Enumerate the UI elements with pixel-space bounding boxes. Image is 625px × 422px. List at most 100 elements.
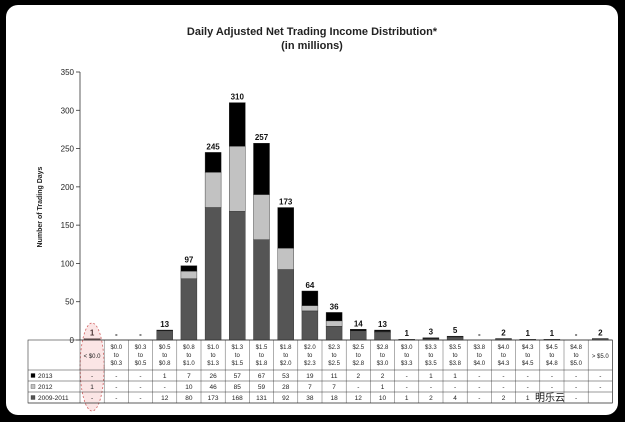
- table-cell: -: [115, 395, 117, 402]
- x-category-label: $1.5: [256, 345, 268, 351]
- y-axis-label: Number of Trading Days: [37, 166, 44, 247]
- table-cell: -: [91, 373, 93, 380]
- x-category-label: to: [380, 353, 386, 359]
- x-category-label: $3.5: [449, 345, 461, 351]
- bar-total-label: 5: [453, 326, 458, 335]
- table-cell: 1: [429, 373, 433, 380]
- bar-segment: [277, 207, 294, 249]
- x-category-label: to: [453, 353, 459, 359]
- y-tick-label: 250: [61, 145, 75, 154]
- chart-frame: Daily Adjusted Net Trading Income Distri…: [6, 5, 618, 415]
- bar-total-label: 36: [330, 302, 339, 311]
- bar-segment: [253, 194, 270, 240]
- table-cell: -: [599, 373, 601, 380]
- x-category-label: to: [428, 353, 434, 359]
- x-category-label: $4.0: [498, 345, 510, 351]
- table-cell: 131: [256, 395, 267, 402]
- bar-total-label: 1: [525, 329, 530, 338]
- table-cell: -: [139, 395, 141, 402]
- bar-segment: [301, 290, 319, 306]
- x-category-label: $2.0: [304, 345, 316, 351]
- y-tick-label: 200: [61, 183, 75, 192]
- table-cell: 1: [381, 384, 385, 391]
- x-category-label: $4.8: [570, 345, 582, 351]
- table-cell: 7: [332, 384, 336, 391]
- table-cell: 80: [185, 395, 193, 402]
- bar-total-label: 1: [550, 329, 555, 338]
- x-category-label: $1.8: [256, 361, 268, 367]
- table-cell: -: [551, 384, 553, 391]
- bar-segment: [204, 152, 222, 173]
- bar-total-label: -: [478, 330, 481, 339]
- bar-segment: [180, 265, 198, 272]
- x-category-label: $3.0: [401, 345, 413, 351]
- x-category-label: $4.5: [546, 345, 558, 351]
- x-category-label: to: [332, 353, 338, 359]
- bar-segment: [180, 278, 198, 341]
- bar-total-label: 310: [231, 93, 245, 102]
- x-category-label: $4.0: [473, 361, 485, 367]
- bar-segment: [204, 172, 222, 208]
- x-category-label: $4.3: [498, 361, 510, 367]
- x-category-label: to: [549, 353, 555, 359]
- bar-total-label: 2: [501, 328, 506, 337]
- table-cell: 7: [308, 384, 312, 391]
- x-category-label: $2.8: [377, 345, 389, 351]
- x-category-label: $4.8: [546, 361, 558, 367]
- y-tick-label: 50: [65, 298, 74, 307]
- table-cell: 2: [381, 373, 385, 380]
- bar-total-label: -: [575, 330, 578, 339]
- x-category-label: $0.3: [110, 361, 122, 367]
- table-cell: 46: [209, 384, 217, 391]
- table-cell: -: [357, 384, 359, 391]
- x-category-label: to: [114, 353, 120, 359]
- x-category-label: $5.0: [570, 361, 582, 367]
- bar-total-label: 257: [255, 133, 269, 142]
- bar-segment: [229, 102, 246, 147]
- watermark-text: 明乐云: [535, 392, 565, 404]
- bar-total-label: 1: [404, 329, 409, 338]
- table-cell: 10: [185, 384, 193, 391]
- bar-total-label: -: [139, 330, 142, 339]
- x-category-label: $2.0: [280, 361, 292, 367]
- bar-segment: [301, 310, 319, 341]
- table-cell: -: [551, 373, 553, 380]
- table-cell: -: [527, 384, 529, 391]
- x-category-label: to: [501, 353, 507, 359]
- bar-segment: [253, 143, 270, 195]
- bar-segment: [325, 320, 343, 327]
- bar-segment: [446, 336, 464, 341]
- bar-segment: [229, 211, 246, 341]
- bar-segment: [253, 239, 270, 341]
- table-cell: -: [454, 384, 456, 391]
- table-cell: 11: [331, 373, 338, 380]
- x-category-label: $2.8: [352, 361, 364, 367]
- table-cell: 1: [405, 395, 409, 402]
- table-cell: -: [502, 384, 504, 391]
- table-cell: 4: [453, 395, 457, 402]
- bar-segment: [422, 337, 440, 339]
- bar-segment: [374, 329, 391, 332]
- y-tick-label: 0: [70, 336, 75, 345]
- x-category-label: $3.0: [377, 361, 389, 367]
- table-cell: 7: [187, 373, 191, 380]
- table-cell: -: [502, 373, 504, 380]
- bar-segment: [350, 329, 367, 332]
- bar-total-label: 2: [598, 328, 603, 337]
- table-cell: -: [91, 395, 93, 402]
- bar-total-label: 245: [206, 142, 220, 151]
- x-category-label: $0.0: [110, 345, 122, 351]
- x-category-label: to: [477, 353, 483, 359]
- table-cell: 2: [356, 373, 360, 380]
- bar-segment: [229, 146, 246, 212]
- bar-total-label: 1: [90, 328, 95, 337]
- table-cell: 85: [234, 384, 242, 391]
- table-cell: 2: [429, 395, 433, 402]
- table-cell: -: [527, 373, 529, 380]
- plot-area: 0501001502002503003501--1397245310257173…: [27, 68, 613, 412]
- table-cell: 18: [330, 395, 338, 402]
- bar-total-label: 13: [160, 320, 169, 329]
- x-category-label: to: [356, 353, 362, 359]
- x-category-label: to: [307, 353, 313, 359]
- bar-segment: [301, 305, 319, 312]
